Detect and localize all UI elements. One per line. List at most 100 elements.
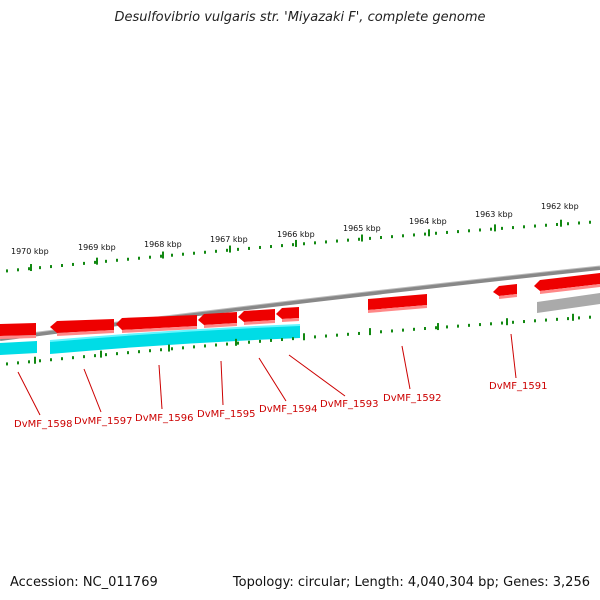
gene-arrow-dvmf-1598 (0, 323, 36, 336)
tick-dot (160, 254, 162, 258)
tick-dot (270, 245, 272, 249)
tick-dot (149, 255, 151, 259)
tick-dot (259, 339, 261, 343)
tick-dot (127, 257, 129, 261)
scale-label-1969: 1969 kbp (78, 243, 116, 252)
gene-arrow-dvmf-1596 (116, 315, 197, 330)
scale-label-1965: 1965 kbp (343, 224, 381, 233)
gene-arrow-dvmf-1594 (238, 309, 275, 322)
tick-dot (50, 265, 52, 269)
gene-label-dvmf-1594: DvMF_1594 (259, 404, 317, 415)
major-tick (295, 239, 297, 247)
tick-dot (424, 232, 426, 236)
tick-dot (17, 361, 19, 365)
tick-dot (578, 316, 580, 320)
tick-dot (105, 353, 107, 357)
tick-dot (226, 342, 228, 346)
major-tick (437, 323, 439, 331)
tick-dot (61, 264, 63, 268)
tick-dot (17, 268, 19, 272)
tick-dot (28, 267, 30, 271)
tick-dot (468, 229, 470, 233)
tick-dot (50, 358, 52, 362)
tick-dot (501, 321, 503, 325)
tick-dot (292, 337, 294, 341)
tick-dot (567, 222, 569, 226)
gene-gray (537, 293, 600, 313)
tick-dot (589, 220, 591, 224)
tick-dot (94, 260, 96, 264)
scale-label-1966: 1966 kbp (277, 230, 315, 239)
gene-label-dvmf-1597: DvMF_1597 (74, 416, 132, 427)
tick-dot (248, 340, 250, 344)
tick-dot (523, 225, 525, 229)
gene-arrow-dvmf-1595 (198, 312, 237, 325)
tick-dot (457, 324, 459, 328)
gene-label-dvmf-1591: DvMF_1591 (489, 381, 547, 392)
tick-dot (314, 241, 316, 245)
major-tick (428, 229, 430, 237)
tick-dot (138, 256, 140, 260)
tick-dot (303, 242, 305, 246)
tick-dot (193, 251, 195, 255)
tick-dot (270, 338, 272, 342)
tick-dot (380, 330, 382, 334)
major-tick (168, 344, 170, 352)
tick-dot (61, 357, 63, 361)
tick-dot (413, 233, 415, 237)
tick-dot (589, 315, 591, 319)
tick-dot (325, 334, 327, 338)
gene-labels: DvMF_1598 DvMF_1597 DvMF_1596 DvMF_1595 … (14, 381, 547, 430)
gene-arrow-partial (534, 273, 600, 291)
tick-dot (171, 253, 173, 257)
tick-dot (72, 356, 74, 360)
tick-dot (281, 244, 283, 248)
scale-labels: 1970 kbp 1969 kbp 1968 kbp 1967 kbp 1966… (11, 202, 579, 256)
tick-dot (347, 332, 349, 336)
tick-dot (28, 360, 30, 364)
tick-dot (259, 245, 261, 249)
gene-label-dvmf-1598: DvMF_1598 (14, 419, 72, 430)
scale-label-1962: 1962 kbp (541, 202, 579, 211)
tick-dot (237, 341, 239, 345)
tick-dot (556, 317, 558, 321)
tick-dot (6, 362, 8, 366)
tick-dot (391, 329, 393, 333)
reverse-strand-band (0, 341, 37, 355)
gene-arrow-dvmf-1597 (50, 319, 114, 333)
gene-label-dvmf-1596: DvMF_1596 (135, 413, 193, 424)
tick-dot (567, 317, 569, 321)
tick-dot (215, 343, 217, 347)
tick-dot (248, 246, 250, 250)
scale-label-1964: 1964 kbp (409, 217, 447, 226)
tick-dot (204, 344, 206, 348)
tick-dot (6, 269, 8, 273)
tick-dot (402, 234, 404, 238)
leader-lines (17, 333, 517, 416)
major-tick (506, 318, 508, 326)
tick-dot (347, 238, 349, 242)
major-tick (229, 245, 231, 253)
tick-dot (402, 328, 404, 332)
tick-dot (358, 237, 360, 241)
major-tick (572, 313, 574, 321)
tick-dot (83, 261, 85, 265)
tick-dot (171, 347, 173, 351)
tick-dot (479, 228, 481, 232)
accession-text: Accession: NC_011769 (10, 575, 158, 590)
tick-dot (149, 349, 151, 353)
map-title: Desulfovibrio vulgaris str. 'Miyazaki F'… (114, 10, 486, 25)
tick-dot (534, 319, 536, 323)
scale-label-1970: 1970 kbp (11, 247, 49, 256)
tick-dot (204, 250, 206, 254)
tick-dot (446, 325, 448, 329)
outer-tick-track (6, 219, 591, 273)
tick-dot (182, 252, 184, 256)
tick-dot (578, 221, 580, 225)
tick-dot (435, 326, 437, 330)
tick-dot (292, 243, 294, 247)
tick-dot (138, 350, 140, 354)
tick-dot (468, 323, 470, 327)
tick-dot (512, 320, 514, 324)
tick-dot (325, 240, 327, 244)
